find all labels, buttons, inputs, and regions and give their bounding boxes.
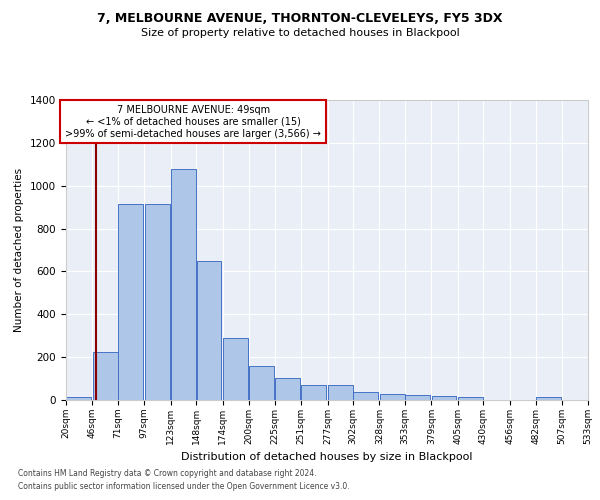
Bar	[301, 385, 326, 400]
Bar	[353, 392, 378, 400]
Bar	[118, 204, 143, 400]
Bar	[145, 204, 170, 400]
Bar	[197, 260, 221, 400]
Bar	[380, 394, 404, 400]
Bar	[328, 385, 353, 400]
Bar	[536, 397, 561, 400]
Text: 7 MELBOURNE AVENUE: 49sqm
← <1% of detached houses are smaller (15)
>99% of semi: 7 MELBOURNE AVENUE: 49sqm ← <1% of detac…	[65, 106, 321, 138]
Bar	[431, 396, 457, 400]
Text: Contains public sector information licensed under the Open Government Licence v3: Contains public sector information licen…	[18, 482, 350, 491]
Bar	[223, 338, 248, 400]
Text: Contains HM Land Registry data © Crown copyright and database right 2024.: Contains HM Land Registry data © Crown c…	[18, 468, 317, 477]
Bar	[405, 396, 430, 400]
Bar	[250, 366, 274, 400]
Text: 7, MELBOURNE AVENUE, THORNTON-CLEVELEYS, FY5 3DX: 7, MELBOURNE AVENUE, THORNTON-CLEVELEYS,…	[97, 12, 503, 26]
Text: Size of property relative to detached houses in Blackpool: Size of property relative to detached ho…	[140, 28, 460, 38]
Y-axis label: Number of detached properties: Number of detached properties	[14, 168, 25, 332]
Bar	[275, 378, 300, 400]
Bar	[171, 168, 196, 400]
Bar	[93, 352, 118, 400]
X-axis label: Distribution of detached houses by size in Blackpool: Distribution of detached houses by size …	[181, 452, 473, 462]
Bar	[66, 397, 91, 400]
Bar	[458, 397, 483, 400]
